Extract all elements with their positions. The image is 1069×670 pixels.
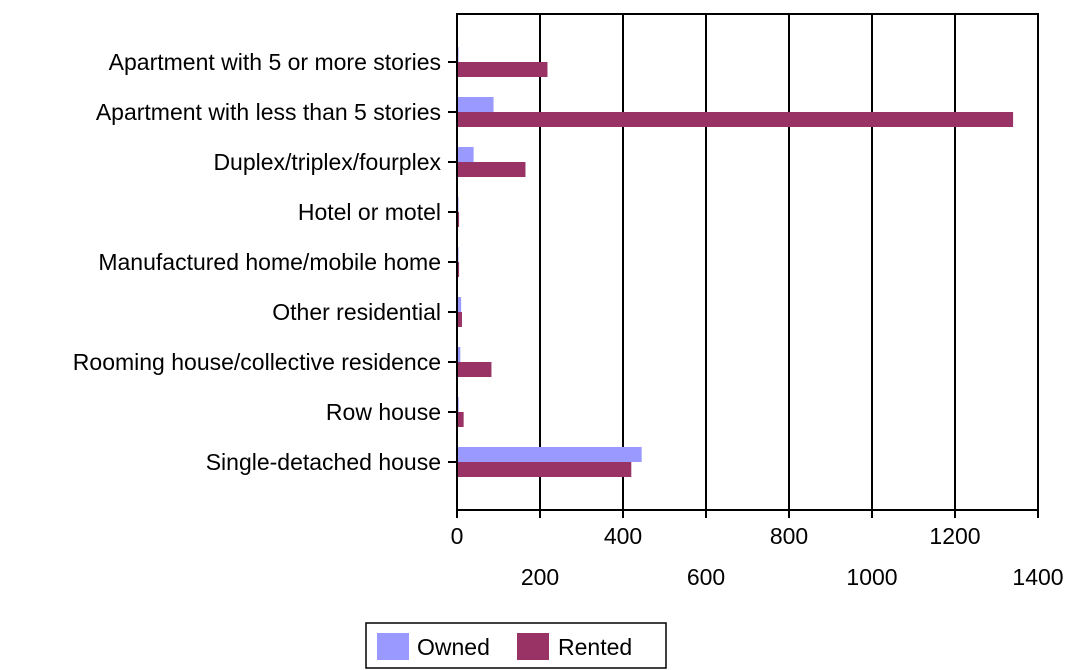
bar-owned <box>457 347 461 362</box>
category-label: Hotel or motel <box>298 199 441 225</box>
bar-owned <box>457 447 642 462</box>
bar-owned <box>457 297 462 312</box>
x-tick-label: 1000 <box>846 564 897 590</box>
x-tick-label: 800 <box>770 523 808 549</box>
bar-owned <box>457 147 474 162</box>
x-tick-label: 0 <box>451 523 464 549</box>
legend-box <box>365 622 667 669</box>
legend-label-rented: Rented <box>558 634 632 660</box>
bar-rented <box>457 312 462 327</box>
category-label: Apartment with 5 or more stories <box>109 49 441 75</box>
category-label: Apartment with less than 5 stories <box>96 99 441 125</box>
gridlines <box>539 14 956 510</box>
category-label: Manufactured home/mobile home <box>98 249 441 275</box>
category-label: Other residential <box>272 299 441 325</box>
legend-swatch-owned <box>377 633 409 660</box>
x-tick-label: 600 <box>687 564 725 590</box>
x-tick-label: 200 <box>521 564 559 590</box>
category-label: Row house <box>326 399 441 425</box>
bar-owned <box>457 97 494 112</box>
plot-frame <box>456 13 1039 511</box>
category-label: Duplex/triplex/fourplex <box>213 149 441 175</box>
bar-rented <box>457 162 526 177</box>
category-label: Rooming house/collective residence <box>73 349 441 375</box>
bar-rented <box>457 262 460 277</box>
bar-rented <box>457 412 464 427</box>
legend: Owned Rented <box>365 622 667 669</box>
bar-rented <box>457 212 460 227</box>
legend-swatch-rented <box>517 633 549 660</box>
x-tick-label: 1400 <box>1012 564 1063 590</box>
x-axis: 0 200 400 600 800 1000 1200 1400 <box>451 510 1064 590</box>
category-label: Single-detached house <box>206 449 441 475</box>
bar-rented <box>457 112 1014 127</box>
bar-rented <box>457 62 548 77</box>
bar-rented <box>457 462 632 477</box>
legend-label-owned: Owned <box>417 634 490 660</box>
y-axis: Apartment with 5 or more stories Apartmen… <box>73 49 457 475</box>
x-tick-label: 1200 <box>929 523 980 549</box>
bars <box>457 47 1014 477</box>
x-tick-label: 400 <box>604 523 642 549</box>
bar-rented <box>457 362 492 377</box>
